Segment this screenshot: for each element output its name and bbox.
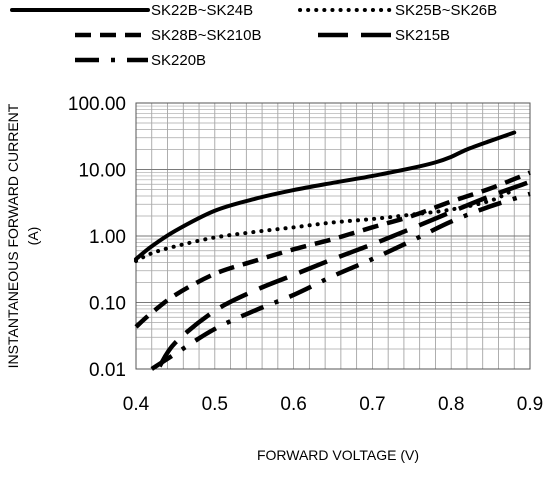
y-tick-label: 0.10 bbox=[89, 294, 126, 315]
y-tick-label: 1.00 bbox=[89, 227, 126, 248]
x-tick-label: 0.4 bbox=[123, 394, 150, 415]
legend-label-2: SK25B~SK26B bbox=[395, 2, 497, 19]
x-tick-label: 0.8 bbox=[438, 394, 464, 415]
axis-layer bbox=[135, 102, 531, 370]
legend-label-4: SK215B bbox=[395, 27, 450, 44]
y-tick-label: 10.00 bbox=[78, 161, 126, 182]
x-tick-label: 0.9 bbox=[517, 394, 543, 415]
legend-label-5: SK220B bbox=[151, 52, 206, 69]
x-axis-label: FORWARD VOLTAGE (V) bbox=[257, 447, 419, 463]
grid-layer bbox=[135, 102, 531, 370]
legend-label-3: SK28B~SK210B bbox=[151, 27, 262, 44]
legend-layer: SK22B~SK24B SK25B~SK26B SK28B~SK210B SK215B… bbox=[10, 2, 497, 69]
plot-frame bbox=[135, 102, 531, 370]
y-axis-unit-label: (A) bbox=[25, 227, 41, 246]
x-tick-label: 0.7 bbox=[359, 394, 385, 415]
y-tick-label: 100.00 bbox=[68, 94, 126, 115]
legend-label-1: SK22B~SK24B bbox=[151, 2, 253, 19]
y-axis-label: INSTANTANEOUS FORWARD CURRENT bbox=[5, 103, 21, 368]
tick-layer: 0.01 0.10 1.00 10.00 100.00 0.4 0.5 0.6 0.7 0.8 0.… bbox=[68, 94, 543, 415]
series-line-4 bbox=[157, 179, 531, 368]
y-tick-label: 0.01 bbox=[89, 360, 126, 381]
x-tick-label: 0.5 bbox=[202, 394, 228, 415]
series-line-5 bbox=[150, 191, 531, 371]
x-tick-label: 0.6 bbox=[280, 394, 306, 415]
series-line-1 bbox=[134, 130, 517, 262]
series-layer bbox=[134, 130, 531, 371]
series-line-2 bbox=[134, 187, 517, 264]
